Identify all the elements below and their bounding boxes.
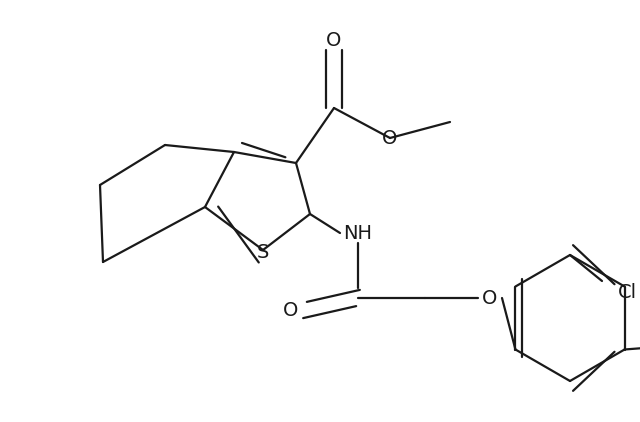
- Text: O: O: [284, 300, 299, 319]
- Text: O: O: [382, 129, 397, 148]
- Text: NH: NH: [344, 224, 372, 243]
- Text: Cl: Cl: [618, 284, 637, 303]
- Text: O: O: [483, 289, 498, 308]
- Text: O: O: [326, 30, 342, 49]
- Text: S: S: [257, 243, 269, 262]
